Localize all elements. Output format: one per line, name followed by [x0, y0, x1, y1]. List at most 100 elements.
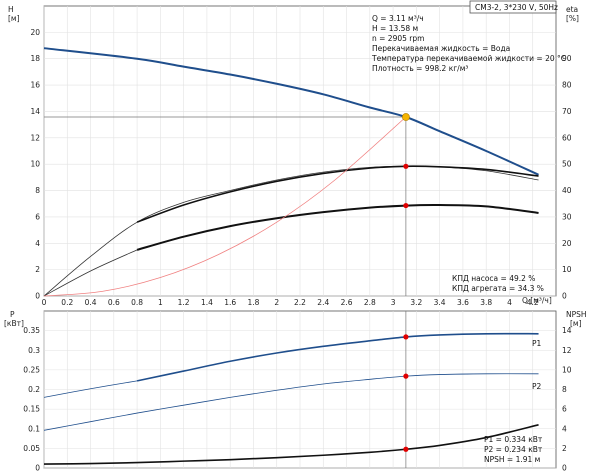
bottom-left-tick-label: 0.2	[28, 385, 40, 394]
x-tick-label: 2.6	[341, 298, 353, 307]
bottom-left-tick-label: 0.15	[23, 405, 40, 414]
bottom-operating-point-marker	[403, 334, 409, 340]
x-tick-label: 3.8	[480, 298, 492, 307]
top-right-tick-label: 20	[562, 239, 572, 248]
top-left-tick-label: 8	[35, 186, 40, 195]
info-pump-efficiency: КПД насоса = 49.2 %	[452, 274, 535, 283]
top-right-axis-unit: [%]	[566, 14, 579, 23]
top-right-tick-label: 70	[562, 107, 572, 116]
bottom-right-tick-label: 14	[562, 326, 572, 335]
bottom-right-tick-label: 10	[562, 365, 572, 374]
top-left-tick-label: 16	[30, 81, 40, 90]
x-tick-label: 3.4	[434, 298, 446, 307]
bottom-left-tick-label: 0.25	[23, 365, 40, 374]
top-chart-series	[43, 47, 539, 297]
x-tick-label: 0.8	[131, 298, 143, 307]
bottom-right-axis-label: NPSH	[566, 310, 587, 319]
bottom-right-tick-label: 2	[562, 444, 567, 453]
x-tick-label: 2.8	[364, 298, 376, 307]
x-tick-label: 1.8	[247, 298, 259, 307]
series-label-p2: P2	[532, 382, 542, 391]
bottom-chart-grid	[43, 311, 556, 469]
bottom-left-tick-label: 0.35	[23, 326, 40, 335]
top-left-tick-label: 20	[30, 28, 40, 37]
info-flow: Q = 3.11 м³/ч	[372, 14, 424, 23]
bottom-right-tick-label: 12	[562, 346, 572, 355]
top-left-tick-label: 0	[35, 292, 40, 301]
x-tick-label: 2	[274, 298, 279, 307]
info-p2: P2 = 0.234 кВт	[484, 445, 543, 454]
x-tick-label: 2.2	[294, 298, 306, 307]
top-left-tick-label: 2	[35, 265, 40, 274]
top-left-axis-unit: [м]	[8, 14, 20, 23]
series-eta-unit-thin	[43, 249, 138, 297]
bottom-chart-series	[43, 311, 539, 468]
bottom-right-tick-label: 8	[562, 385, 567, 394]
top-left-tick-label: 4	[35, 239, 40, 248]
top-left-tick-label: 14	[30, 107, 40, 116]
x-tick-label: 3.2	[410, 298, 422, 307]
top-right-tick-label: 60	[562, 133, 572, 142]
bottom-left-tick-label: 0.1	[28, 424, 40, 433]
x-tick-label: 0.6	[108, 298, 120, 307]
x-tick-label: 1.2	[178, 298, 190, 307]
bottom-chart-ticks: 0 0.05 0.1 0.15 0.2 0.25 0.3 0.35 0 2 4 6 8 10 12 14	[23, 326, 571, 472]
x-tick-label: 1.6	[224, 298, 236, 307]
series-eta-pump-thick	[136, 165, 539, 223]
top-right-axis-label: eta	[566, 5, 578, 14]
series-npsh	[43, 424, 539, 465]
x-tick-label: 4.2	[527, 298, 539, 307]
model-header-box	[469, 0, 557, 14]
top-operating-point-marker	[403, 163, 409, 169]
top-right-tick-label: 80	[562, 81, 572, 90]
top-chart-grid	[43, 6, 556, 297]
top-chart-ticks: 0 0.2 0.4 0.6 0.8 1 1.2 1.4 1.6 1.8 2 2.2 2.4 2.6 2.8 3…	[30, 28, 571, 307]
x-tick-label: 0	[42, 298, 47, 307]
bottom-left-axis-label: P	[10, 310, 15, 319]
x-tick-label: 4	[507, 298, 512, 307]
info-speed: n = 2905 rpm	[372, 34, 424, 43]
top-operating-point-marker	[403, 202, 409, 209]
top-left-tick-label: 6	[35, 212, 40, 221]
top-right-tick-label: 40	[562, 186, 572, 195]
series-head	[43, 47, 539, 176]
x-tick-label: 3	[391, 298, 396, 307]
info-npsh: NPSH = 1.91 м	[484, 455, 540, 464]
x-tick-label: 2.4	[317, 298, 329, 307]
bottom-operating-point-marker	[403, 373, 409, 379]
bottom-left-tick-label: 0.3	[28, 346, 40, 355]
bottom-right-tick-label: 4	[562, 424, 567, 433]
top-right-tick-label: 90	[562, 54, 572, 63]
series-P1-thin	[43, 380, 138, 398]
bottom-left-axis-unit: [кВт]	[4, 319, 24, 328]
top-left-tick-label: 10	[30, 160, 40, 169]
info-liquid: Перекачиваемая жидкость = Вода	[372, 44, 510, 53]
top-left-axis-label: H	[8, 5, 14, 14]
info-head: H = 13.58 м	[372, 24, 418, 33]
info-density: Плотность = 998.2 кг/м³	[372, 64, 468, 73]
x-axis-label: Q [м³/ч]	[522, 296, 552, 305]
duty-point-marker	[401, 113, 410, 121]
bottom-left-tick-label: 0.05	[23, 444, 40, 453]
bottom-right-tick-label: 6	[562, 405, 567, 414]
x-tick-label: 1	[158, 298, 163, 307]
series-eta-unit-thick	[136, 204, 539, 251]
top-left-tick-label: 18	[30, 54, 40, 63]
top-right-tick-label: 0	[562, 292, 567, 301]
top-right-tick-label: 10	[562, 265, 572, 274]
model-header: CM3-2, 3*230 V, 50Hz	[475, 3, 558, 12]
info-temperature: Температура перекачиваемой жидкости = 20…	[371, 54, 566, 63]
x-tick-label: 0.4	[85, 298, 97, 307]
bottom-right-axis-unit: [м]	[570, 319, 582, 328]
series-P1-thick	[136, 332, 539, 382]
info-unit-efficiency: КПД агрегата = 34.3 %	[452, 284, 544, 293]
top-right-tick-label: 50	[562, 160, 572, 169]
bottom-right-tick-label: 0	[562, 464, 567, 473]
top-right-tick-label: 30	[562, 212, 572, 221]
info-p1: P1 = 0.334 кВт	[484, 435, 543, 444]
series-system-curve	[43, 116, 407, 297]
series-label-p1: P1	[532, 339, 542, 348]
series-P2-thin	[43, 373, 539, 431]
bottom-operating-point-marker	[403, 446, 409, 452]
